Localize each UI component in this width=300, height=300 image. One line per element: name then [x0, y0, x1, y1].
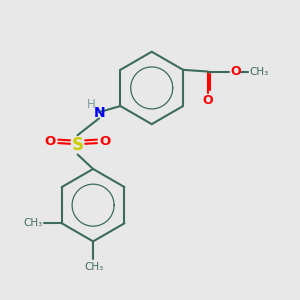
- Text: O: O: [202, 94, 213, 107]
- Text: CH₃: CH₃: [250, 67, 269, 76]
- Text: H: H: [87, 98, 96, 111]
- Text: S: S: [72, 136, 84, 154]
- Text: CH₃: CH₃: [24, 218, 43, 228]
- Text: O: O: [230, 65, 241, 78]
- Text: CH₃: CH₃: [84, 262, 104, 272]
- Text: O: O: [100, 135, 111, 148]
- Text: O: O: [44, 135, 56, 148]
- Text: N: N: [94, 106, 106, 120]
